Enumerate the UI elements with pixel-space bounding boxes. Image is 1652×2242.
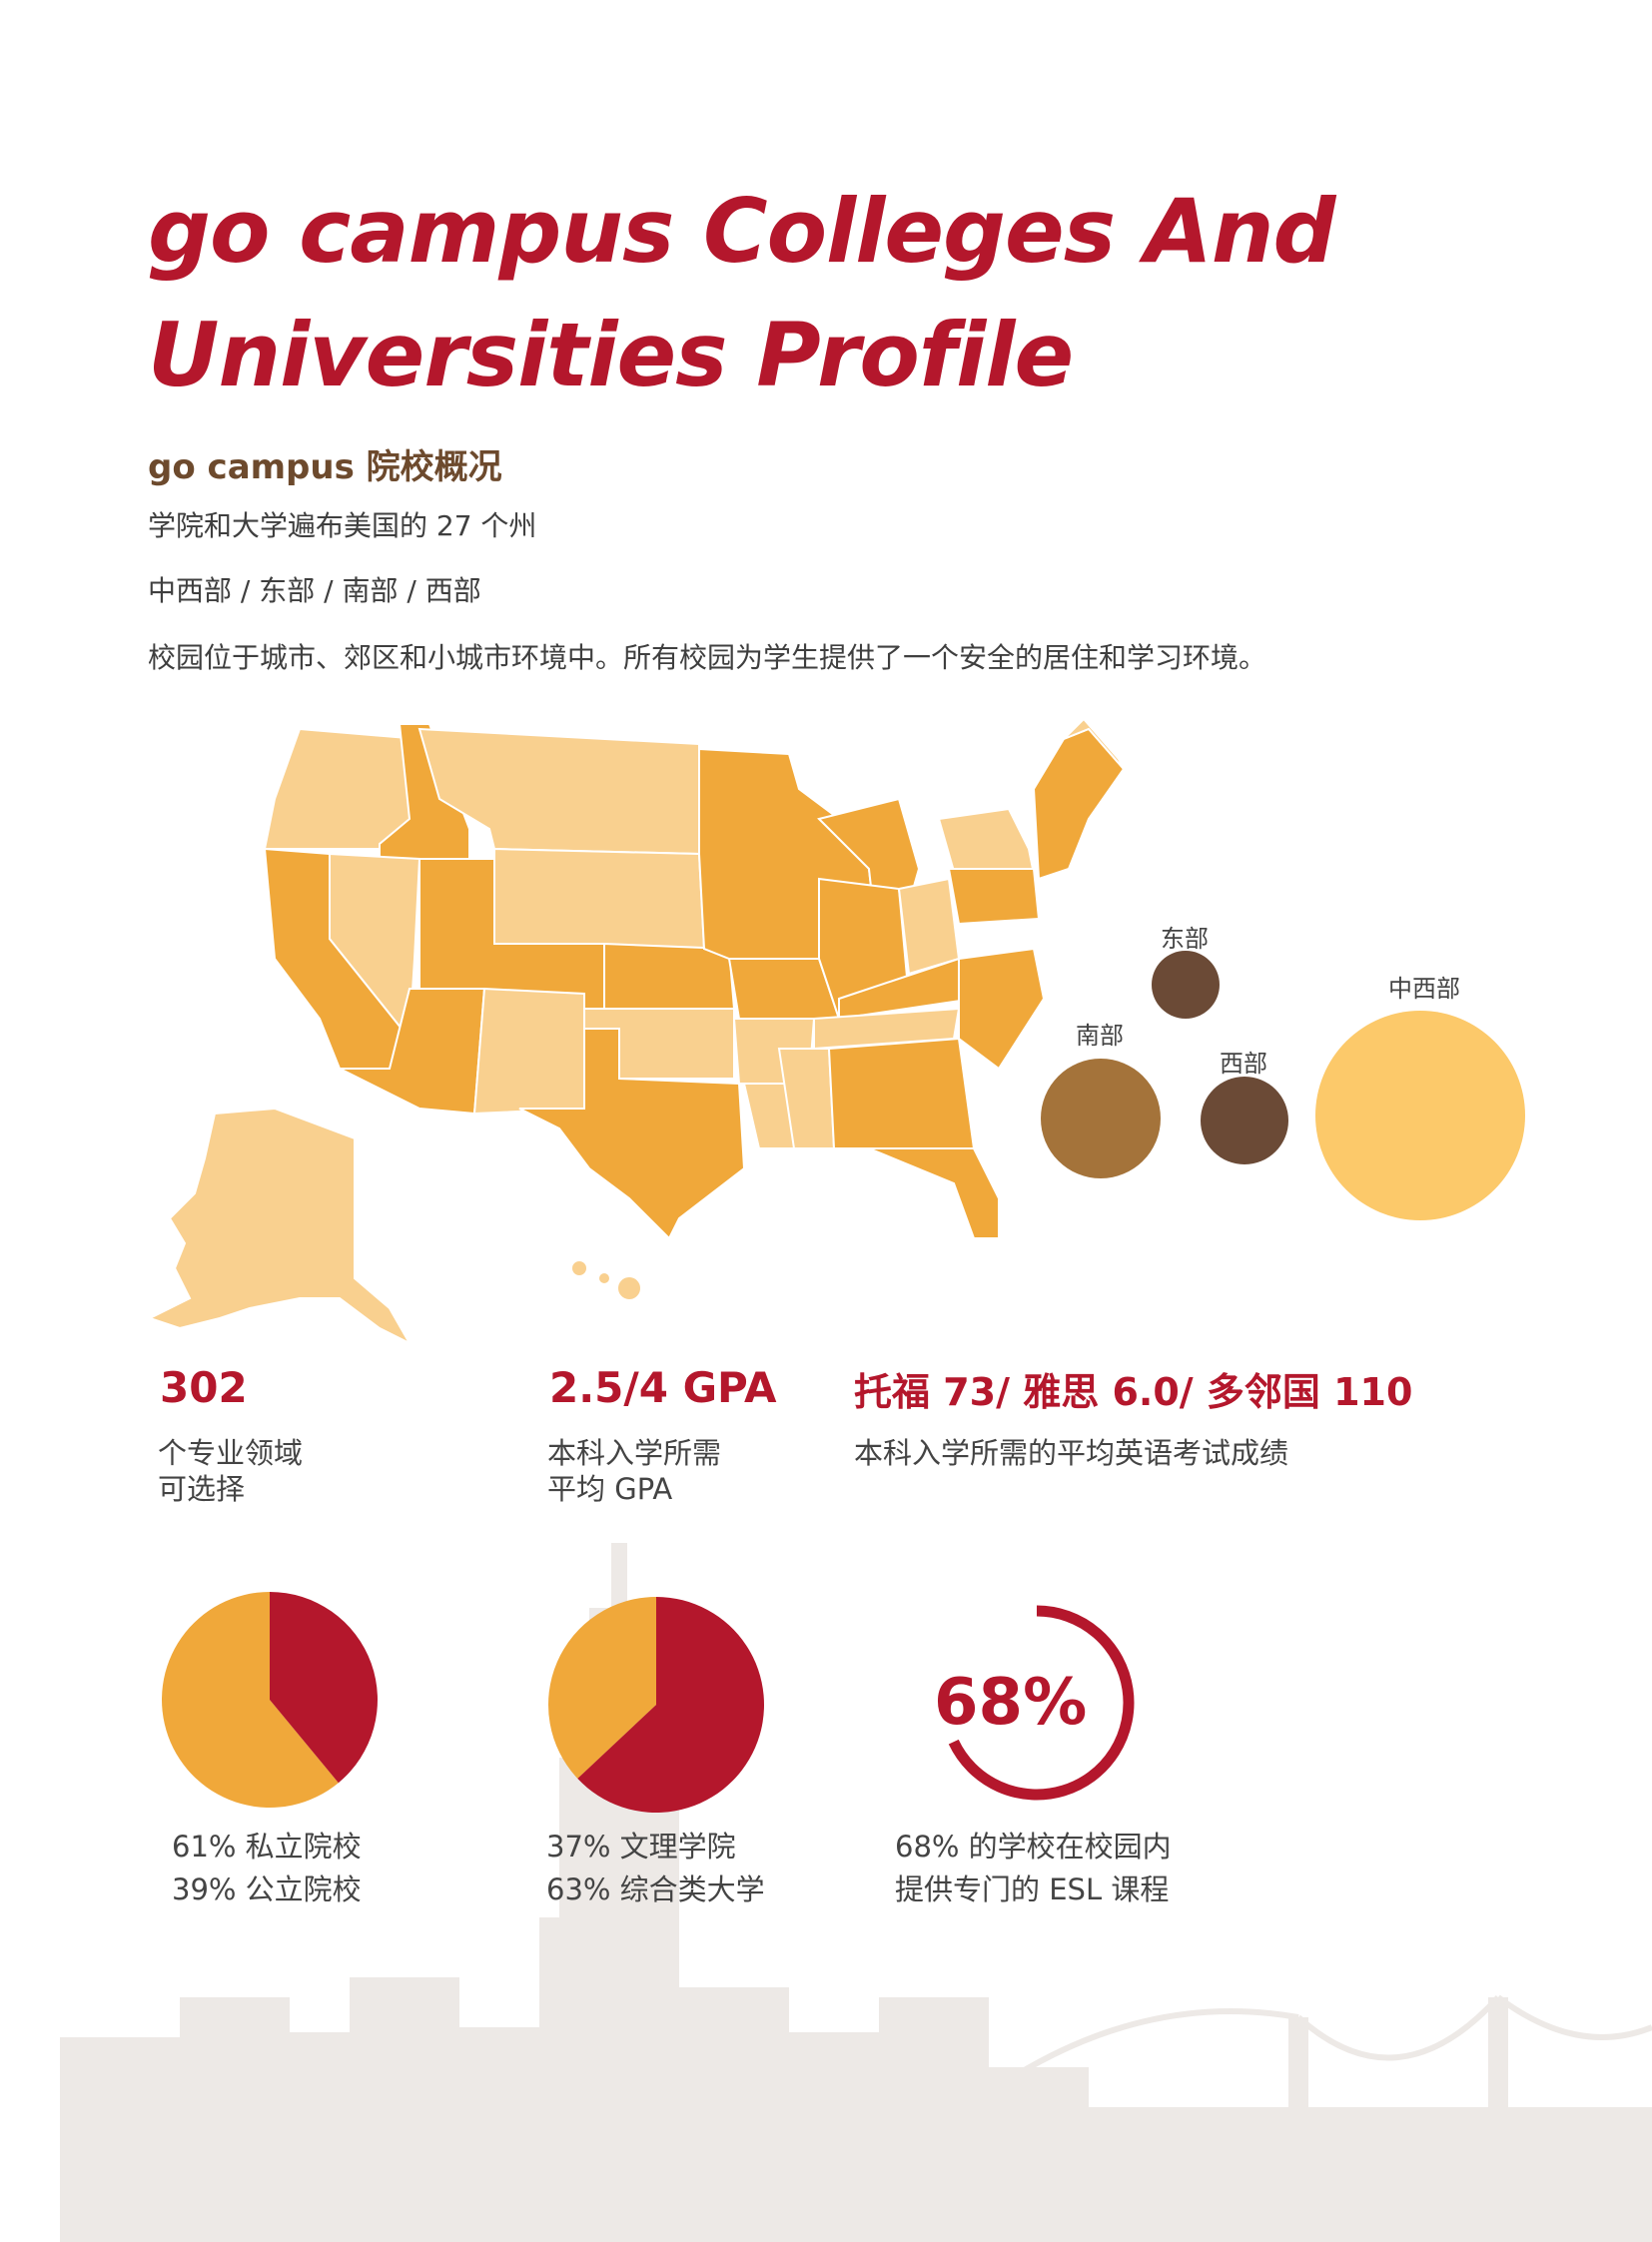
caption-esl: 68% 的学校在校园内 提供专门的 ESL 课程 [895, 1830, 1172, 1906]
page-title-line2: Universities Profile [148, 304, 1074, 406]
pie-slice-public [270, 1592, 378, 1784]
bubble-midwest [1315, 1011, 1525, 1220]
stat-english-desc: 本科入学所需的平均英语考试成绩 [854, 1436, 1289, 1470]
stat-english-value: 托福 73/ 雅思 6.0/ 多邻国 110 [854, 1370, 1413, 1414]
map-region-texas [518, 1028, 746, 1240]
map-region-hawaii-1 [570, 1259, 588, 1277]
map-region-pennsylvania [947, 868, 1041, 926]
esl-percent: 68% [934, 1666, 1088, 1740]
bubble-east [1152, 951, 1220, 1019]
map-region-hawaii-3 [616, 1275, 642, 1301]
pie-slice-liberal-arts [548, 1597, 656, 1779]
ring-esl [948, 1605, 1135, 1801]
map-region-alaska [147, 1107, 413, 1346]
pie-slice-comprehensive [577, 1597, 764, 1813]
stat-gpa-value: 2.5/4 GPA [549, 1363, 777, 1412]
pie-private-public [161, 1592, 378, 1808]
caption-private-public: 61% 私立院校 39% 公立院校 [172, 1830, 362, 1906]
map-region-florida [868, 1147, 1000, 1239]
intro-line-campus: 校园位于城市、郊区和小城市环境中。所有校园为学生提供了一个安全的居住和学习环境。 [148, 641, 1267, 674]
pie-slice-private [161, 1592, 339, 1808]
map-region-northwest [263, 727, 420, 850]
intro-line-regions: 中西部 / 东部 / 南部 / 西部 [148, 574, 481, 607]
map-region-carolinas [958, 947, 1046, 1071]
page-title-line1: go campus Colleges And [148, 180, 1335, 283]
label-midwest: 中西部 [1388, 975, 1460, 1003]
page-title: go campus Colleges And Universities Prof… [148, 170, 1546, 417]
map-region-hawaii-2 [597, 1271, 611, 1285]
pie-liberal-arts [548, 1597, 764, 1813]
stat-gpa-desc: 本科入学所需 平均 GPA [547, 1436, 722, 1506]
caption-liberal-arts: 37% 文理学院 63% 综合类大学 [546, 1830, 765, 1906]
stat-majors-value: 302 [160, 1363, 248, 1412]
map-region-maine [1063, 717, 1125, 770]
bubble-west [1201, 1077, 1288, 1164]
label-east: 东部 [1161, 925, 1209, 953]
stat-majors-desc: 个专业领域 可选择 [158, 1436, 304, 1506]
section-subtitle: go campus 院校概况 [148, 447, 502, 487]
label-south: 南部 [1076, 1022, 1124, 1050]
ring-arc-esl [948, 1605, 1135, 1801]
intro-line-states: 学院和大学遍布美国的 27 个州 [148, 509, 537, 542]
bubble-south [1041, 1059, 1161, 1178]
label-west: 西部 [1220, 1050, 1267, 1078]
